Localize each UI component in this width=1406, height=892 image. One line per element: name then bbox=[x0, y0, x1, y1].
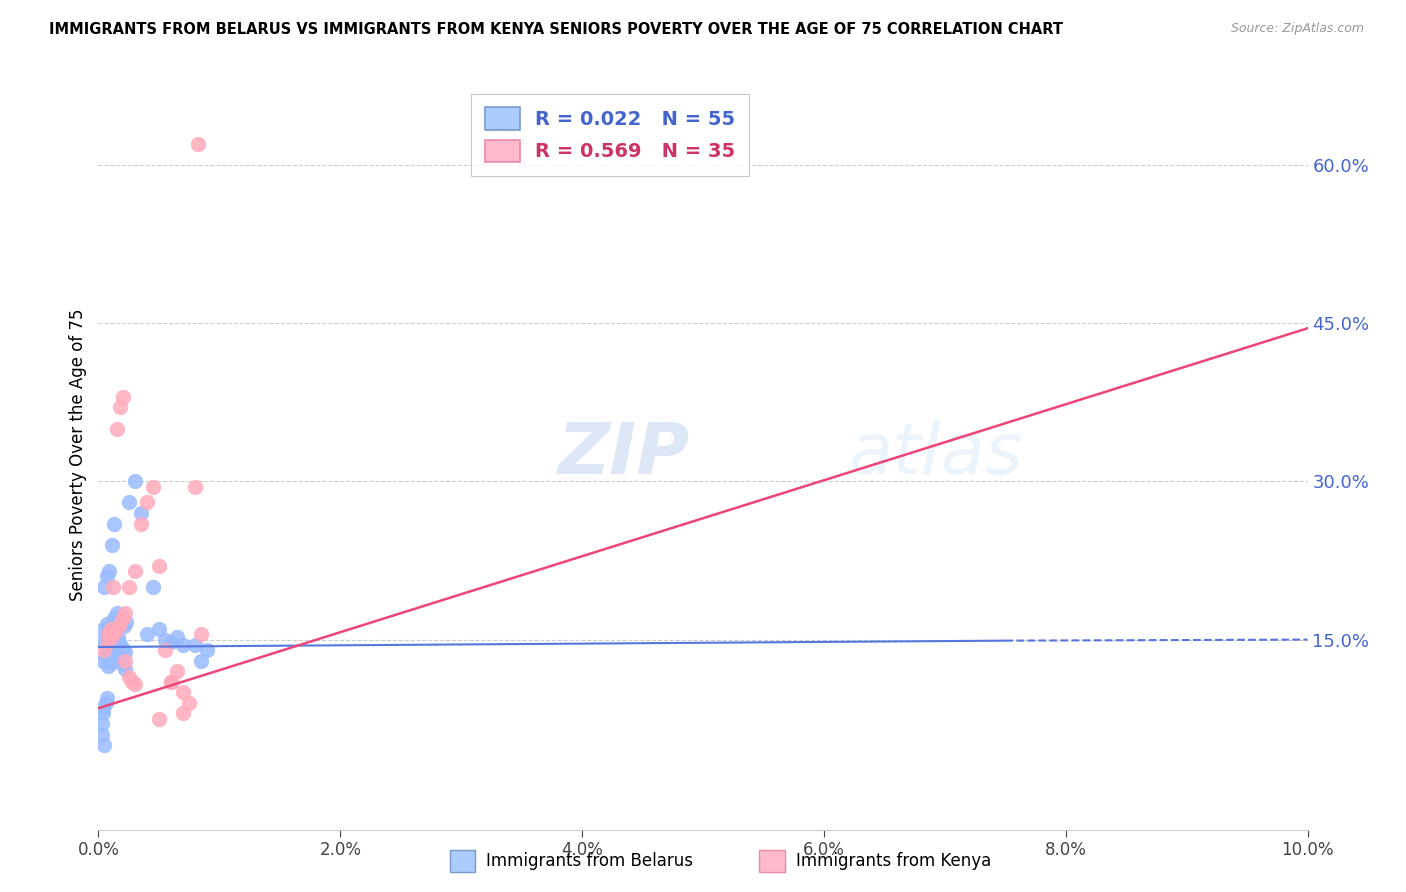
Point bbox=[190, 627, 212, 641]
Point bbox=[97, 659, 120, 673]
Text: IMMIGRANTS FROM BELARUS VS IMMIGRANTS FROM KENYA SENIORS POVERTY OVER THE AGE OF: IMMIGRANTS FROM BELARUS VS IMMIGRANTS FR… bbox=[49, 22, 1063, 37]
Text: Immigrants from Belarus: Immigrants from Belarus bbox=[486, 852, 693, 871]
Point bbox=[108, 637, 131, 651]
Point bbox=[124, 475, 146, 489]
Point bbox=[93, 622, 115, 636]
Point bbox=[98, 564, 121, 578]
Point bbox=[184, 479, 207, 493]
Point bbox=[94, 696, 117, 710]
Y-axis label: Seniors Poverty Over the Age of 75: Seniors Poverty Over the Age of 75 bbox=[69, 309, 87, 601]
Point bbox=[172, 685, 194, 699]
Point bbox=[93, 738, 115, 752]
Point bbox=[91, 701, 114, 715]
Point bbox=[94, 638, 117, 652]
Point bbox=[98, 624, 121, 639]
Point bbox=[179, 696, 201, 710]
Point bbox=[114, 645, 136, 659]
Point bbox=[112, 619, 135, 633]
Point bbox=[97, 634, 120, 648]
Point bbox=[101, 651, 124, 665]
Point bbox=[184, 638, 207, 652]
Point bbox=[135, 495, 157, 509]
Point bbox=[172, 706, 194, 721]
Point bbox=[100, 631, 122, 645]
Point bbox=[107, 643, 129, 657]
Point bbox=[91, 728, 114, 742]
Point bbox=[105, 606, 128, 620]
Point bbox=[105, 622, 128, 636]
Point bbox=[148, 712, 170, 726]
Point bbox=[114, 606, 136, 620]
Point bbox=[153, 643, 176, 657]
Point bbox=[107, 631, 129, 645]
Point bbox=[96, 690, 118, 705]
Point bbox=[114, 662, 136, 676]
Point bbox=[101, 634, 124, 648]
Point bbox=[153, 632, 176, 647]
Point bbox=[96, 569, 118, 583]
Point bbox=[129, 516, 152, 531]
Point bbox=[115, 615, 138, 629]
Point bbox=[135, 627, 157, 641]
Point bbox=[110, 609, 132, 624]
Point bbox=[100, 620, 122, 634]
Point bbox=[104, 648, 127, 662]
Point bbox=[108, 616, 131, 631]
Point bbox=[100, 656, 122, 670]
Point bbox=[100, 622, 122, 636]
Point bbox=[160, 674, 183, 689]
Point bbox=[91, 632, 114, 647]
Point bbox=[121, 674, 143, 689]
Point bbox=[91, 706, 114, 721]
Point bbox=[190, 654, 212, 668]
Point bbox=[101, 580, 124, 594]
Point bbox=[94, 648, 117, 663]
Point bbox=[97, 627, 120, 641]
Point bbox=[101, 627, 124, 641]
Point bbox=[111, 657, 134, 671]
Point bbox=[108, 614, 131, 628]
Point bbox=[118, 669, 141, 683]
Point bbox=[148, 622, 170, 636]
Point bbox=[142, 580, 165, 594]
Point bbox=[160, 674, 183, 689]
Point bbox=[104, 640, 127, 654]
Text: atlas: atlas bbox=[848, 420, 1022, 490]
Point bbox=[129, 506, 152, 520]
Point bbox=[93, 643, 115, 657]
Point bbox=[114, 654, 136, 668]
Point bbox=[111, 390, 134, 404]
Text: ZIP: ZIP bbox=[558, 420, 690, 490]
Legend: R = 0.022   N = 55, R = 0.569   N = 35: R = 0.022 N = 55, R = 0.569 N = 35 bbox=[471, 94, 749, 176]
Point bbox=[187, 136, 209, 151]
Point bbox=[160, 634, 183, 648]
Point bbox=[97, 643, 120, 657]
Point bbox=[118, 580, 141, 594]
Point bbox=[195, 643, 218, 657]
Point bbox=[166, 665, 188, 679]
Point bbox=[96, 616, 118, 631]
Point bbox=[91, 717, 114, 731]
Point bbox=[100, 627, 122, 641]
Point bbox=[103, 611, 125, 625]
Text: Immigrants from Kenya: Immigrants from Kenya bbox=[796, 852, 991, 871]
Text: Source: ZipAtlas.com: Source: ZipAtlas.com bbox=[1230, 22, 1364, 36]
Point bbox=[111, 642, 134, 657]
Point bbox=[142, 479, 165, 493]
Point bbox=[148, 558, 170, 573]
Point bbox=[93, 580, 115, 594]
Point bbox=[108, 650, 131, 665]
Point bbox=[118, 495, 141, 509]
Point bbox=[124, 677, 146, 691]
Point bbox=[124, 564, 146, 578]
Point bbox=[91, 654, 114, 668]
Point bbox=[108, 401, 131, 415]
Point bbox=[111, 611, 134, 625]
Point bbox=[100, 538, 122, 552]
Point bbox=[105, 421, 128, 435]
Point bbox=[166, 631, 188, 645]
Point bbox=[172, 638, 194, 652]
Point bbox=[103, 516, 125, 531]
